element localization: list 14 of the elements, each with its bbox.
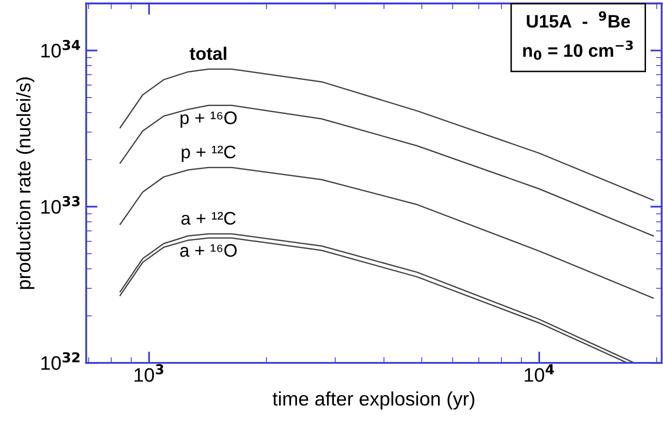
series-label: a + ¹²C bbox=[181, 212, 236, 225]
series-label: p + ¹²C bbox=[182, 146, 236, 162]
x-tick-label: 10$^{4}$ bbox=[524, 364, 554, 382]
y-axis-title: production rate (nuclei/s) bbox=[16, 77, 34, 289]
annotation: n$_{0}$ = 10 cm$^{−3}$ bbox=[523, 40, 633, 60]
y-tick-label: 10$^{33}$ bbox=[41, 196, 80, 214]
annotation: U15A - $^{9}$Be bbox=[526, 11, 630, 28]
series-label: p + ¹⁶O bbox=[180, 111, 237, 128]
y-tick-label: 10$^{34}$ bbox=[41, 40, 80, 58]
x-tick-label: 10$^{3}$ bbox=[134, 364, 164, 382]
series-label: a + ¹⁶O bbox=[180, 244, 237, 257]
y-tick-label: 10$^{32}$ bbox=[41, 352, 80, 370]
series-label: total bbox=[190, 46, 226, 60]
x-axis-title: time after explosion (yr) bbox=[272, 391, 474, 410]
